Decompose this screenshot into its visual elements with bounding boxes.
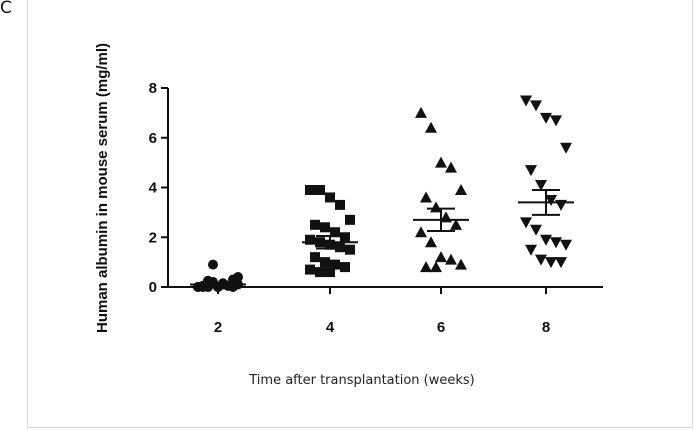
data-point — [545, 257, 557, 269]
data-point — [305, 234, 315, 245]
y-axis-label: Human albumin in mouse serum (mg/ml) — [94, 43, 111, 333]
y-tick-label: 2 — [149, 229, 157, 246]
data-point — [540, 112, 552, 124]
data-point — [415, 106, 427, 118]
data-point — [430, 261, 442, 273]
data-point — [330, 227, 340, 238]
data-point — [305, 264, 315, 275]
data-point — [233, 272, 243, 283]
data-point — [335, 242, 345, 253]
data-point — [525, 165, 537, 177]
data-points — [193, 95, 572, 292]
series-8 — [520, 95, 572, 269]
data-point — [535, 180, 547, 192]
data-point — [520, 217, 532, 229]
y-tick-label: 6 — [149, 130, 157, 147]
y-tick-label: 4 — [149, 180, 158, 197]
data-point — [525, 244, 537, 256]
data-point — [550, 237, 562, 249]
series-4 — [305, 184, 355, 278]
y-tick-label: 0 — [149, 279, 157, 296]
errorbar-4 — [302, 235, 358, 250]
data-point — [310, 252, 320, 263]
data-point — [320, 257, 330, 268]
data-point — [420, 261, 432, 273]
data-point — [445, 253, 457, 265]
data-point — [555, 257, 567, 269]
error-bars — [190, 188, 574, 287]
series-2 — [193, 259, 243, 292]
x-tick-label: 4 — [326, 319, 335, 336]
x-tick-label: 6 — [437, 319, 445, 336]
data-point — [340, 262, 350, 273]
data-point — [435, 156, 447, 168]
data-point — [340, 232, 350, 243]
data-point — [550, 115, 562, 127]
data-point — [420, 191, 432, 203]
y-tick-label: 8 — [149, 80, 157, 97]
data-point — [445, 161, 457, 173]
y-ticks: 0 2 4 6 8 — [149, 80, 168, 296]
data-point — [450, 218, 462, 230]
series-6 — [415, 106, 467, 273]
data-point — [520, 95, 532, 107]
data-point — [320, 222, 330, 233]
errorbar-2 — [190, 282, 246, 287]
data-point — [315, 267, 325, 278]
panel-label: C — [0, 0, 12, 18]
data-point — [315, 184, 325, 195]
data-point — [335, 199, 345, 210]
data-point — [455, 183, 467, 195]
data-point — [435, 251, 447, 263]
data-point — [540, 234, 552, 246]
x-tick-label: 8 — [542, 319, 550, 336]
data-point — [530, 224, 542, 236]
data-point — [455, 258, 467, 270]
data-point — [560, 142, 572, 154]
data-point — [345, 244, 355, 255]
data-point — [208, 259, 218, 270]
data-point — [345, 214, 355, 225]
data-point — [310, 219, 320, 230]
data-point — [545, 194, 557, 206]
figure-frame — [27, 0, 693, 428]
data-point — [325, 267, 335, 278]
data-point — [330, 259, 340, 270]
data-point — [425, 121, 437, 133]
data-point — [530, 100, 542, 112]
data-point — [535, 254, 547, 266]
x-tick-label: 2 — [214, 319, 222, 336]
x-axis-label: Time after transplantation (weeks) — [248, 373, 475, 388]
data-point — [415, 226, 427, 238]
data-point — [560, 239, 572, 251]
data-point — [430, 201, 442, 213]
data-point — [425, 236, 437, 248]
errorbar-8 — [518, 188, 574, 216]
data-point — [325, 192, 335, 203]
data-point — [305, 184, 315, 195]
x-ticks: 2 4 6 8 — [214, 287, 550, 336]
errorbar-6 — [413, 207, 469, 233]
